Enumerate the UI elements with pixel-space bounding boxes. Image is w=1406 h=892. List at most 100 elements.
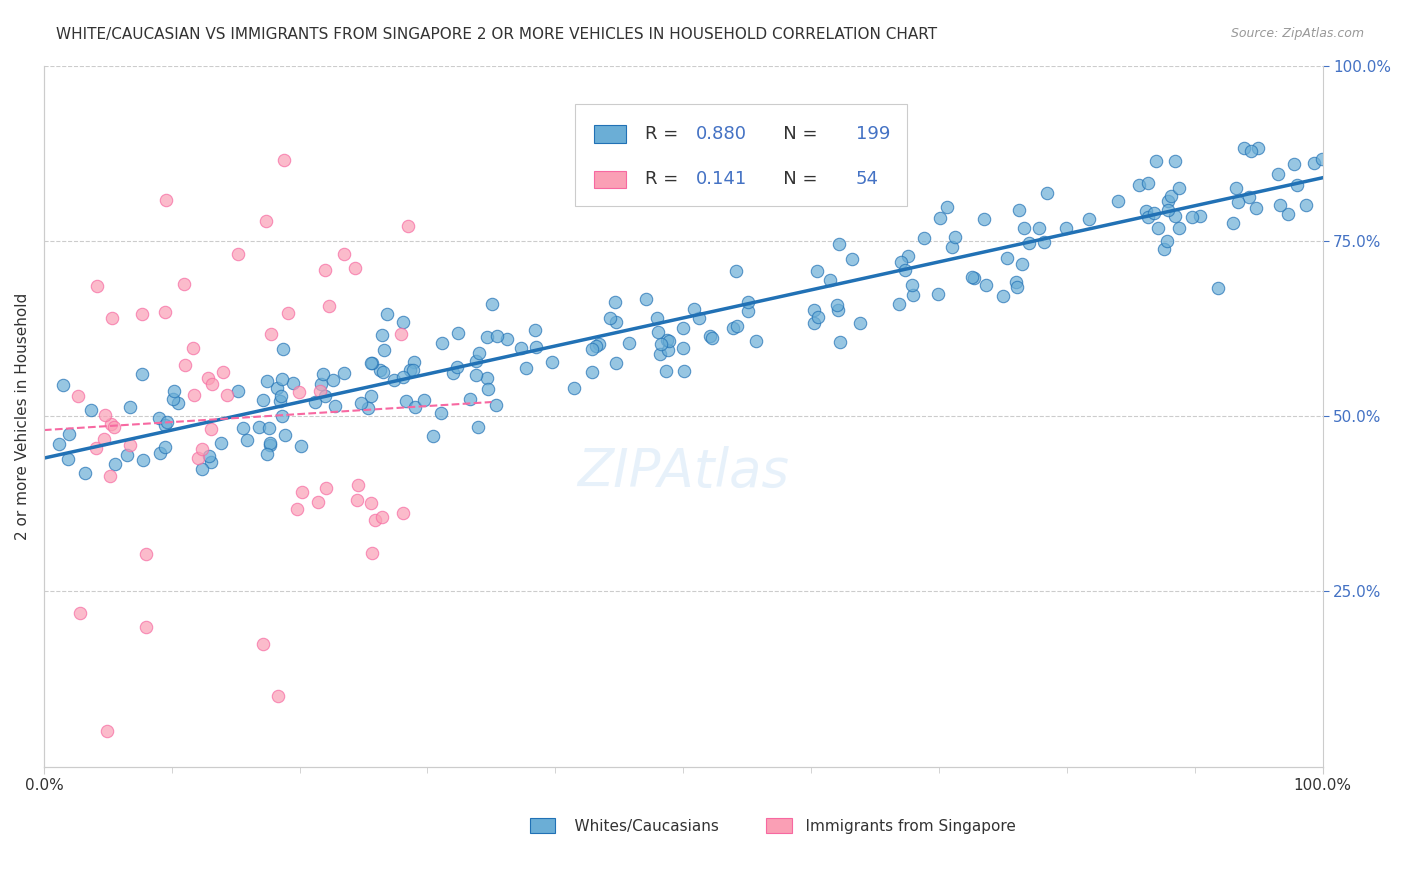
Text: ZIPAtlas: ZIPAtlas <box>578 446 789 498</box>
Point <box>267 690 290 704</box>
Point <box>100 417 122 431</box>
Point <box>80 402 103 417</box>
Bar <box>593 170 626 188</box>
Point <box>332 246 354 260</box>
Point <box>581 342 603 356</box>
Point <box>304 395 326 409</box>
Point <box>1144 154 1167 169</box>
Point <box>360 356 382 370</box>
Point <box>1244 201 1267 215</box>
Point <box>806 264 828 278</box>
Point <box>118 438 141 452</box>
Point <box>1282 157 1305 171</box>
Point <box>672 341 695 355</box>
Point <box>647 325 669 339</box>
Point <box>94 408 117 422</box>
Point <box>485 398 508 412</box>
Point <box>347 478 370 492</box>
Text: R =: R = <box>645 125 683 143</box>
Point <box>135 547 157 561</box>
Point <box>1157 203 1180 218</box>
Point <box>254 213 277 227</box>
Point <box>447 326 470 341</box>
Point <box>1225 181 1247 195</box>
Point <box>1156 234 1178 248</box>
Point <box>1135 203 1157 218</box>
Point <box>273 427 295 442</box>
Point <box>311 367 333 381</box>
Point <box>683 301 706 316</box>
Point <box>648 347 671 361</box>
Point <box>1247 140 1270 154</box>
Point <box>167 396 190 410</box>
Point <box>256 447 278 461</box>
Point <box>149 446 172 460</box>
Point <box>828 334 851 349</box>
Point <box>148 410 170 425</box>
Point <box>350 396 373 410</box>
Point <box>475 330 498 344</box>
Point <box>360 496 382 510</box>
Point <box>325 399 347 413</box>
Point <box>252 392 274 407</box>
Point <box>803 316 825 330</box>
Point <box>441 366 464 380</box>
Point <box>468 346 491 360</box>
Point <box>162 392 184 407</box>
Point <box>281 376 304 390</box>
Point <box>228 247 250 261</box>
Point <box>477 370 499 384</box>
Point <box>1005 280 1028 294</box>
Point <box>197 371 219 385</box>
Point <box>737 294 759 309</box>
Point <box>291 484 314 499</box>
Point <box>1233 141 1256 155</box>
Point <box>191 442 214 457</box>
Point <box>1164 209 1187 223</box>
Point <box>605 315 627 329</box>
Point <box>1028 220 1050 235</box>
Point <box>200 422 222 436</box>
Point <box>314 262 336 277</box>
Point <box>477 382 499 396</box>
Point <box>69 607 91 621</box>
Point <box>307 495 329 509</box>
Point <box>191 462 214 476</box>
Point <box>655 364 678 378</box>
Point <box>404 355 426 369</box>
Point <box>540 355 562 369</box>
Point <box>373 365 395 379</box>
Point <box>315 482 337 496</box>
Point <box>1143 206 1166 220</box>
Point <box>1011 257 1033 271</box>
Point <box>259 421 281 435</box>
Point <box>936 200 959 214</box>
Point <box>672 321 695 335</box>
Point <box>84 441 107 455</box>
Point <box>585 339 607 353</box>
Point <box>481 297 503 311</box>
Point <box>368 363 391 377</box>
Point <box>404 400 426 414</box>
Point <box>1295 197 1317 211</box>
Point <box>1128 178 1150 192</box>
Point <box>467 420 489 434</box>
Point <box>344 260 367 275</box>
Point <box>252 637 274 651</box>
Point <box>361 356 384 370</box>
Text: Immigrants from Singapore: Immigrants from Singapore <box>786 819 1015 834</box>
Point <box>1208 281 1230 295</box>
Point <box>928 211 950 226</box>
Point <box>465 368 488 382</box>
Point <box>1310 152 1333 166</box>
Point <box>247 419 270 434</box>
Point <box>901 287 924 301</box>
Point <box>318 299 340 313</box>
Point <box>927 287 949 301</box>
Point <box>371 509 394 524</box>
Point <box>236 433 259 447</box>
Point <box>271 409 294 423</box>
Point <box>995 251 1018 265</box>
Point <box>402 363 425 377</box>
Point <box>103 419 125 434</box>
